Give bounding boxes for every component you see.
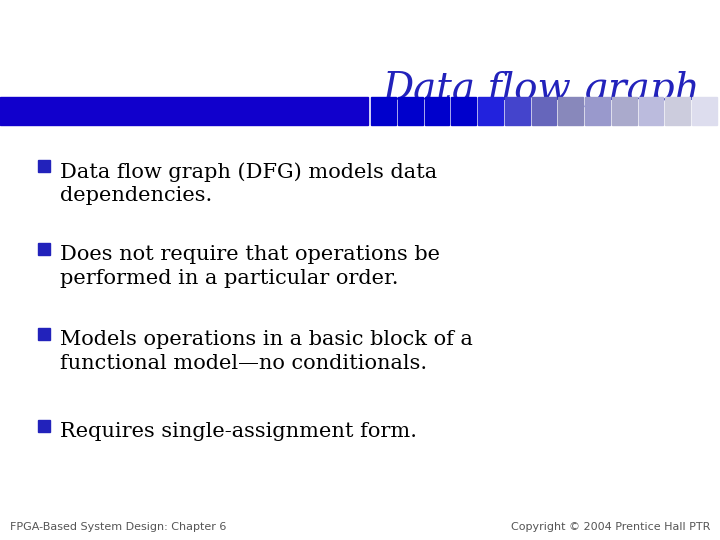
Text: Copyright © 2004 Prentice Hall PTR: Copyright © 2004 Prentice Hall PTR — [510, 522, 710, 532]
Text: functional model—no conditionals.: functional model—no conditionals. — [60, 354, 427, 373]
Text: Does not require that operations be: Does not require that operations be — [60, 245, 440, 264]
Text: performed in a particular order.: performed in a particular order. — [60, 269, 398, 288]
Bar — [559, 97, 583, 125]
Bar — [397, 97, 423, 125]
Text: dependencies.: dependencies. — [60, 186, 212, 205]
Bar — [478, 97, 503, 125]
Bar — [38, 160, 50, 172]
Text: Models operations in a basic block of a: Models operations in a basic block of a — [60, 330, 473, 349]
Bar — [531, 97, 557, 125]
Bar — [371, 97, 396, 125]
Bar — [639, 97, 663, 125]
Bar — [38, 328, 50, 340]
Bar — [585, 97, 610, 125]
Text: Data flow graph (DFG) models data: Data flow graph (DFG) models data — [60, 162, 437, 181]
Bar — [612, 97, 636, 125]
Bar — [665, 97, 690, 125]
Bar — [505, 97, 530, 125]
Bar — [451, 97, 476, 125]
Bar — [425, 97, 449, 125]
Bar — [38, 243, 50, 255]
Text: Data flow graph: Data flow graph — [382, 70, 700, 107]
Bar — [692, 97, 717, 125]
Text: FPGA-Based System Design: Chapter 6: FPGA-Based System Design: Chapter 6 — [10, 522, 226, 532]
Bar — [0, 97, 368, 125]
Bar — [38, 420, 50, 432]
Text: Requires single-assignment form.: Requires single-assignment form. — [60, 422, 417, 441]
